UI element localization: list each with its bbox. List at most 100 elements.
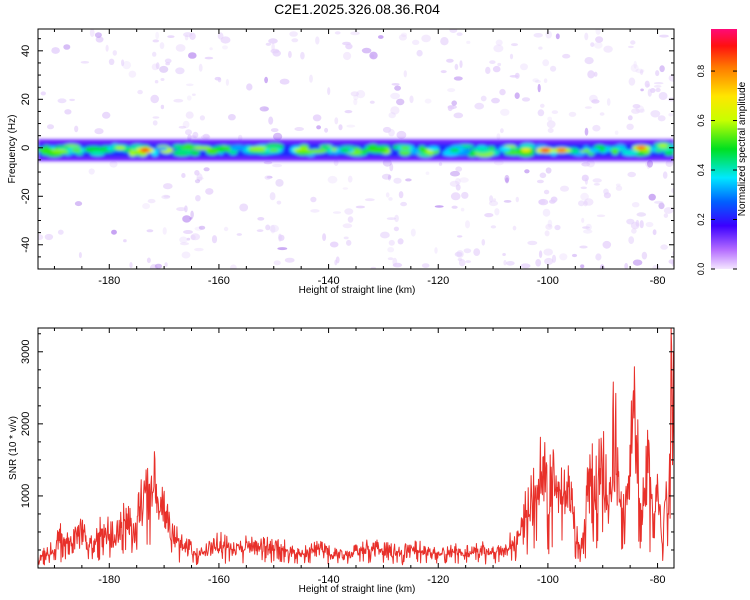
noise-speck <box>635 219 640 227</box>
noise-speck <box>463 248 472 254</box>
noise-speck <box>51 47 60 54</box>
spectrogram-noise <box>38 29 674 269</box>
noise-speck <box>485 66 491 74</box>
noise-speck <box>584 32 589 41</box>
noise-speck <box>220 36 231 44</box>
noise-speck <box>480 95 487 102</box>
noise-speck <box>603 188 609 195</box>
hotspot <box>540 148 551 153</box>
noise-speck <box>179 236 188 244</box>
noise-speck <box>659 34 669 38</box>
noise-speck <box>632 104 641 109</box>
noise-speck <box>205 188 214 195</box>
noise-speck <box>503 200 512 203</box>
noise-speck <box>392 257 398 266</box>
band-blob <box>50 148 68 153</box>
noise-speck <box>624 262 629 269</box>
noise-speck <box>593 71 598 77</box>
noise-speck <box>47 124 54 130</box>
noise-speck <box>378 35 384 39</box>
noise-speck <box>269 224 279 233</box>
x-tick-label: -80 <box>650 275 666 287</box>
noise-speck <box>278 234 285 241</box>
noise-speck <box>596 214 606 218</box>
noise-speck <box>537 83 541 93</box>
noise-speck <box>236 233 242 236</box>
noise-speck <box>630 40 636 45</box>
noise-speck <box>641 251 648 260</box>
noise-speck <box>388 112 396 119</box>
noise-speck <box>446 58 454 63</box>
noise-speck <box>181 251 191 259</box>
noise-speck <box>590 42 595 47</box>
noise-speck <box>111 229 117 235</box>
noise-speck <box>583 200 588 207</box>
noise-speck <box>592 124 601 132</box>
noise-speck <box>493 44 504 53</box>
noise-speck <box>259 106 269 112</box>
noise-speck <box>632 259 643 266</box>
noise-speck <box>345 43 353 50</box>
noise-speck <box>505 261 515 266</box>
noise-speck <box>536 179 544 184</box>
noise-speck <box>412 39 420 46</box>
noise-speck <box>338 124 343 131</box>
noise-speck <box>447 88 456 93</box>
noise-speck <box>451 100 458 106</box>
noise-speck <box>167 35 175 38</box>
colorbar-tick-label: 0.0 <box>696 263 706 276</box>
noise-speck <box>492 65 501 73</box>
noise-speck <box>217 77 222 83</box>
noise-speck <box>631 108 641 114</box>
noise-speck <box>615 183 621 187</box>
noise-speck <box>147 198 156 204</box>
noise-speck <box>425 171 430 175</box>
noise-speck <box>277 247 288 251</box>
noise-speck <box>161 194 171 200</box>
noise-speck <box>539 172 547 179</box>
noise-speck <box>270 128 279 133</box>
noise-speck <box>489 195 494 203</box>
noise-speck <box>665 160 674 167</box>
noise-speck <box>344 110 353 114</box>
spectrogram-x-label: Height of straight line (km) <box>299 285 416 296</box>
noise-speck <box>631 228 637 234</box>
noise-speck <box>187 95 192 101</box>
noise-speck <box>102 111 111 119</box>
noise-speck <box>154 263 162 269</box>
noise-speck <box>628 45 634 49</box>
noise-speck <box>579 245 588 249</box>
noise-speck <box>211 235 218 244</box>
noise-speck <box>334 117 339 125</box>
noise-speck <box>458 259 466 267</box>
noise-speck <box>592 178 602 183</box>
band-blob <box>643 149 651 154</box>
x-tick-label: -120 <box>427 574 449 586</box>
noise-speck <box>454 63 459 70</box>
noise-speck <box>256 229 264 233</box>
noise-speck <box>94 32 102 38</box>
noise-speck <box>655 70 660 77</box>
noise-speck <box>355 205 366 209</box>
noise-speck <box>189 217 193 220</box>
noise-speck <box>571 253 578 258</box>
noise-speck <box>543 248 553 256</box>
noise-speck <box>494 208 500 216</box>
noise-speck <box>184 34 189 41</box>
noise-speck <box>547 116 553 122</box>
noise-speck <box>343 236 349 240</box>
noise-speck <box>239 203 249 212</box>
noise-speck <box>291 38 299 43</box>
noise-speck <box>490 225 497 229</box>
band-blob <box>427 146 440 151</box>
noise-speck <box>194 226 203 231</box>
noise-speck <box>315 36 320 45</box>
noise-speck <box>162 227 167 235</box>
noise-speck <box>658 202 665 210</box>
noise-speck <box>535 259 542 267</box>
noise-speck <box>450 105 455 110</box>
snr-panel: -180 -160 -140 -120 -100 -80 1000 2000 3000 Hei… <box>8 327 675 595</box>
noise-speck <box>438 162 443 166</box>
noise-speck <box>542 208 551 217</box>
noise-speck <box>512 225 517 231</box>
